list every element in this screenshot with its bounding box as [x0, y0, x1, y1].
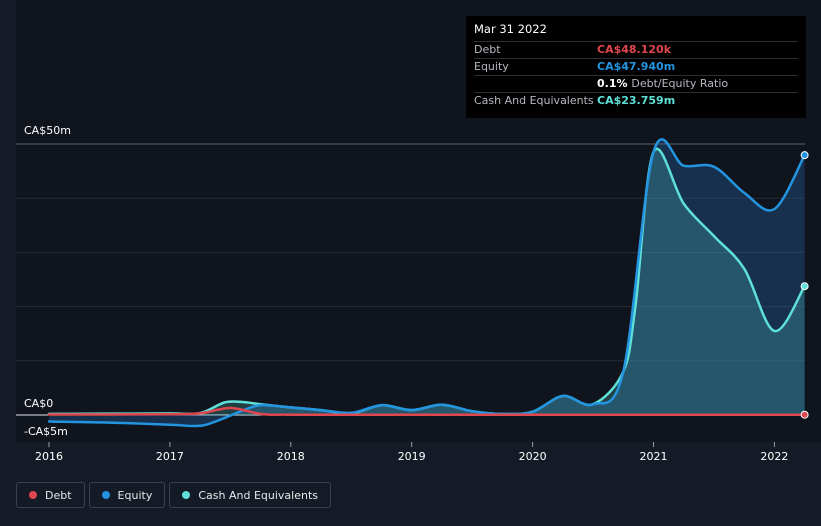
legend-dot-icon — [182, 491, 191, 499]
ratio-value: 0.1% — [597, 77, 628, 90]
tooltip-panel: Mar 31 2022 Debt CA$48.120k Equity CA$47… — [466, 16, 806, 118]
x-tick-label: 2016 — [35, 450, 63, 463]
tooltip-value: CA$23.759m — [597, 94, 676, 107]
y-axis-label: CA$50m — [24, 124, 71, 137]
end-markers — [800, 151, 809, 419]
tooltip-value: CA$48.120k — [597, 43, 672, 56]
tooltip-row-cash: Cash And Equivalents CA$23.759m — [474, 92, 798, 109]
legend-label: Debt — [45, 488, 72, 502]
x-tick-label: 2017 — [156, 450, 184, 463]
legend-label: Cash And Equivalents — [198, 488, 318, 502]
tooltip-row-debt: Debt CA$48.120k — [474, 41, 798, 58]
tooltip-row-equity: Equity CA$47.940m — [474, 58, 798, 75]
legend-item-equity[interactable]: Equity — [88, 482, 166, 508]
x-tick-label: 2021 — [640, 450, 668, 463]
equity-area-fill — [49, 139, 805, 427]
tooltip-key: Equity — [474, 60, 509, 73]
tooltip-value: 0.1% Debt/Equity Ratio — [597, 76, 728, 92]
tooltip-key: Cash And Equivalents — [474, 94, 594, 107]
equity-end-marker — [800, 151, 809, 160]
tooltip-row-ratio: 0.1% Debt/Equity Ratio — [474, 75, 798, 92]
legend-label: Equity — [117, 488, 153, 502]
cash-end-marker — [800, 282, 809, 291]
legend-dot-icon — [29, 491, 37, 499]
tooltip-key: Debt — [474, 43, 501, 56]
x-tick-label: 2020 — [519, 450, 547, 463]
legend-item-debt[interactable]: Debt — [16, 482, 85, 508]
equity-line — [47, 138, 806, 428]
y-axis-label: -CA$5m — [24, 425, 68, 438]
series-lines — [47, 138, 806, 428]
y-axis-label: CA$0 — [24, 397, 53, 410]
tooltip-key — [474, 76, 597, 92]
area-fills — [49, 139, 805, 427]
x-tick-label: 2019 — [398, 450, 426, 463]
cash-area-fill — [49, 148, 805, 415]
legend-item-cash[interactable]: Cash And Equivalents — [169, 482, 331, 508]
chart-area[interactable]: CA$50m CA$0 -CA$5m 2016 2017 2018 2019 2020 202… — [0, 0, 821, 470]
debt-line — [47, 406, 806, 417]
x-tick-label: 2022 — [760, 450, 788, 463]
legend: Debt Equity Cash And Equivalents — [16, 482, 331, 508]
tooltip-date: Mar 31 2022 — [474, 22, 547, 36]
x-axis-ticks: 2016 2017 2018 2019 2020 2021 2022 — [35, 442, 788, 463]
x-tick-label: 2018 — [277, 450, 305, 463]
tooltip-value: CA$47.940m — [597, 60, 676, 73]
debt-end-marker — [800, 410, 809, 419]
y-axis-labels: CA$50m CA$0 -CA$5m — [24, 124, 71, 438]
ratio-label: Debt/Equity Ratio — [631, 77, 729, 90]
legend-dot-icon — [101, 491, 110, 499]
